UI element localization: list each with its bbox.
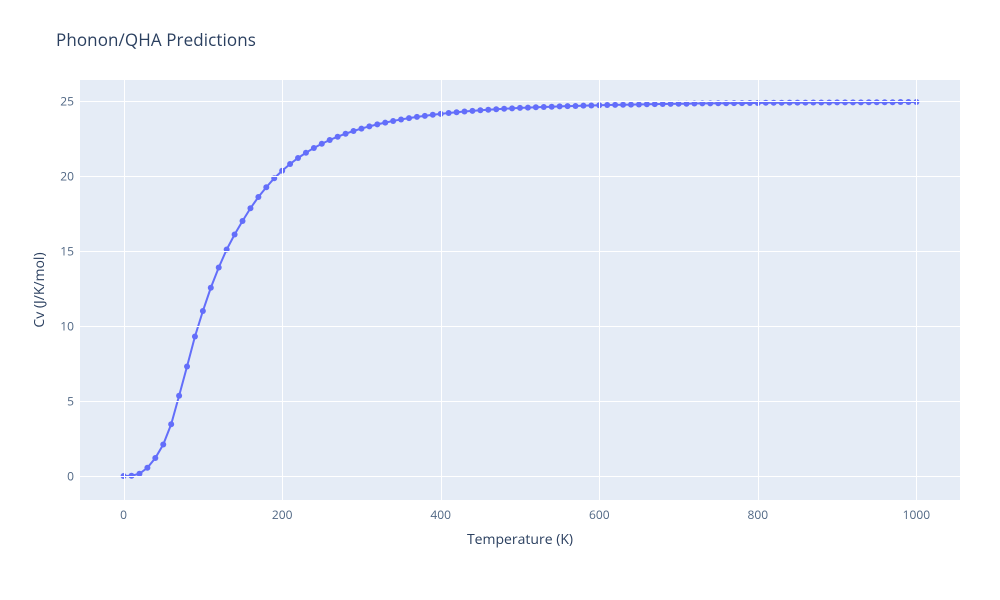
x-gridline — [758, 80, 759, 500]
data-point[interactable] — [382, 120, 388, 126]
data-point[interactable] — [406, 115, 412, 121]
data-point[interactable] — [208, 285, 214, 291]
data-point[interactable] — [160, 442, 166, 448]
data-point[interactable] — [192, 334, 198, 340]
data-point[interactable] — [533, 104, 539, 110]
data-point[interactable] — [240, 218, 246, 224]
data-point[interactable] — [335, 134, 341, 140]
data-point[interactable] — [327, 137, 333, 143]
data-point[interactable] — [588, 103, 594, 109]
data-point[interactable] — [319, 141, 325, 147]
y-gridline — [80, 401, 960, 402]
data-point[interactable] — [366, 123, 372, 129]
x-axis-title: Temperature (K) — [460, 530, 580, 549]
data-point[interactable] — [565, 103, 571, 109]
chart-svg — [0, 0, 1000, 600]
y-gridline — [80, 251, 960, 252]
x-tick-label: 600 — [589, 506, 610, 523]
y-tick-label: 5 — [52, 393, 74, 410]
x-tick-label: 200 — [272, 506, 293, 523]
data-point[interactable] — [216, 265, 222, 271]
data-point[interactable] — [620, 102, 626, 108]
y-tick-label: 15 — [52, 243, 74, 260]
data-point[interactable] — [263, 184, 269, 190]
data-point[interactable] — [628, 102, 634, 108]
data-point[interactable] — [652, 101, 658, 107]
y-axis-title: Cv (J/K/mol) — [30, 245, 49, 335]
data-point[interactable] — [430, 112, 436, 118]
data-point[interactable] — [573, 103, 579, 109]
data-point[interactable] — [462, 109, 468, 115]
data-point[interactable] — [358, 126, 364, 132]
data-point[interactable] — [604, 102, 610, 108]
data-point[interactable] — [549, 104, 555, 110]
data-point[interactable] — [501, 106, 507, 112]
data-point[interactable] — [255, 194, 261, 200]
data-point[interactable] — [525, 105, 531, 111]
data-point[interactable] — [541, 104, 547, 110]
x-tick-label: 1000 — [903, 506, 930, 523]
x-tick-label: 800 — [748, 506, 769, 523]
data-point[interactable] — [446, 110, 452, 116]
data-point[interactable] — [287, 161, 293, 167]
data-point[interactable] — [200, 308, 206, 314]
data-point[interactable] — [144, 465, 150, 471]
y-tick-label: 25 — [52, 93, 74, 110]
data-point[interactable] — [176, 393, 182, 399]
x-gridline — [441, 80, 442, 500]
y-gridline — [80, 476, 960, 477]
data-point[interactable] — [580, 103, 586, 109]
data-point[interactable] — [898, 99, 904, 105]
data-point[interactable] — [509, 105, 515, 111]
data-point[interactable] — [469, 108, 475, 114]
data-point[interactable] — [612, 102, 618, 108]
x-tick-label: 400 — [430, 506, 451, 523]
data-point[interactable] — [311, 145, 317, 151]
y-tick-label: 20 — [52, 168, 74, 185]
x-gridline — [124, 80, 125, 500]
data-point[interactable] — [422, 113, 428, 119]
data-point[interactable] — [184, 364, 190, 370]
data-point[interactable] — [477, 107, 483, 113]
data-point[interactable] — [303, 150, 309, 156]
data-point[interactable] — [644, 101, 650, 107]
data-point[interactable] — [905, 99, 911, 105]
data-point[interactable] — [152, 455, 158, 461]
x-gridline — [282, 80, 283, 500]
data-point[interactable] — [636, 101, 642, 107]
x-tick-label: 0 — [120, 506, 127, 523]
data-point[interactable] — [398, 116, 404, 122]
data-point[interactable] — [517, 105, 523, 111]
data-point[interactable] — [454, 109, 460, 115]
y-gridline — [80, 326, 960, 327]
data-point[interactable] — [343, 131, 349, 137]
data-point[interactable] — [557, 103, 563, 109]
chart-container: Phonon/QHA Predictions Temperature (K) C… — [0, 0, 1000, 600]
data-point[interactable] — [295, 155, 301, 161]
data-point[interactable] — [247, 205, 253, 211]
data-point[interactable] — [485, 107, 491, 113]
series-line — [124, 102, 917, 476]
data-point[interactable] — [168, 421, 174, 427]
data-point[interactable] — [414, 114, 420, 120]
data-point[interactable] — [351, 128, 357, 134]
data-point[interactable] — [493, 106, 499, 112]
y-gridline — [80, 176, 960, 177]
x-gridline — [599, 80, 600, 500]
data-point[interactable] — [390, 118, 396, 124]
data-point[interactable] — [374, 121, 380, 127]
y-gridline — [80, 101, 960, 102]
y-tick-label: 10 — [52, 318, 74, 335]
x-gridline — [916, 80, 917, 500]
data-point[interactable] — [232, 232, 238, 238]
y-tick-label: 0 — [52, 468, 74, 485]
